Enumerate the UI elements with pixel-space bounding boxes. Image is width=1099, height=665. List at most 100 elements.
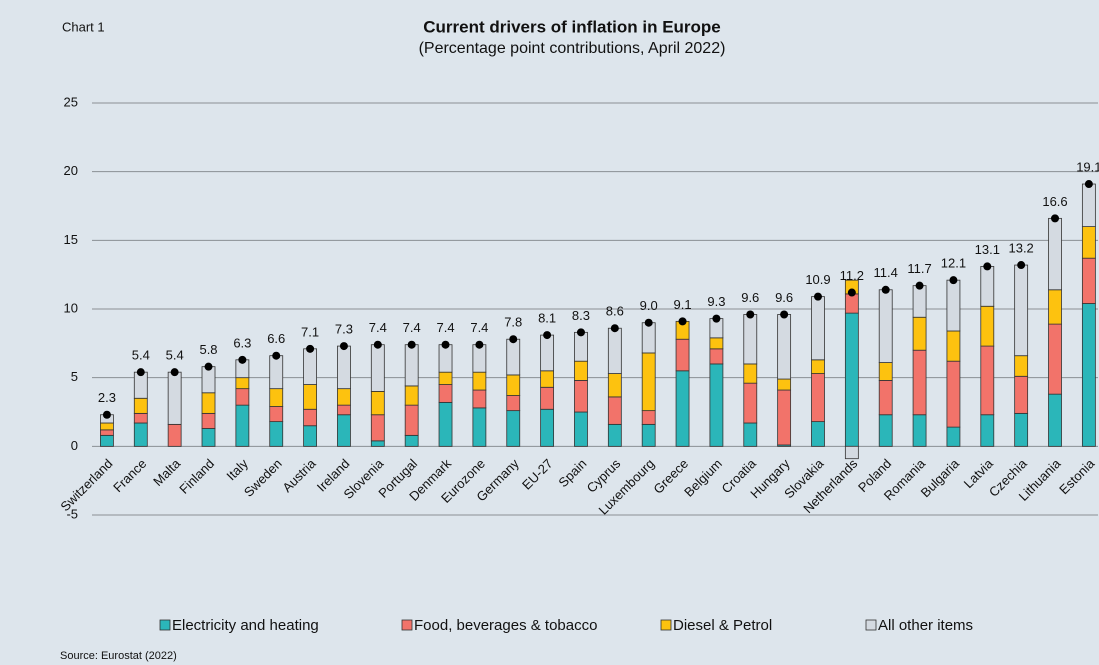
total-dot bbox=[339, 342, 348, 351]
bar-segment bbox=[1014, 412, 1029, 447]
bar-segment bbox=[878, 414, 893, 447]
total-dot bbox=[306, 344, 315, 353]
legend-swatch bbox=[865, 619, 877, 631]
bar-segment bbox=[472, 389, 487, 409]
bar-segment bbox=[506, 338, 521, 376]
y-tick-label: 10 bbox=[64, 300, 78, 315]
bar-segment bbox=[1048, 393, 1062, 447]
total-dot bbox=[475, 340, 484, 349]
bar-segment bbox=[1081, 303, 1096, 447]
bar-segment bbox=[506, 374, 521, 396]
total-dot bbox=[949, 276, 958, 285]
bar-segment bbox=[133, 422, 148, 447]
total-dot bbox=[678, 317, 687, 326]
bar-segment bbox=[844, 293, 859, 314]
bar-segment bbox=[980, 266, 995, 307]
bar-segment bbox=[709, 348, 724, 365]
total-label: 9.6 bbox=[775, 290, 793, 305]
bar-segment bbox=[777, 389, 792, 446]
bar-segment bbox=[607, 327, 622, 374]
bar-segment bbox=[404, 434, 419, 447]
bar-segment bbox=[269, 355, 284, 390]
bar-segment bbox=[404, 385, 419, 406]
total-dot bbox=[136, 368, 145, 377]
x-tick-label: Bulgaria bbox=[918, 455, 963, 500]
legend-swatch bbox=[660, 619, 672, 631]
bar-segment bbox=[303, 408, 317, 427]
y-tick-label: -5 bbox=[66, 506, 78, 521]
source: Source: Eurostat (2022) bbox=[60, 650, 177, 662]
total-label: 12.1 bbox=[941, 256, 966, 271]
bar-segment bbox=[675, 338, 690, 372]
bar-segment bbox=[438, 371, 453, 385]
x-tick-label: Sweden bbox=[241, 456, 285, 500]
bar-segment bbox=[709, 363, 724, 447]
total-dot bbox=[1017, 261, 1026, 270]
bar-segment bbox=[878, 362, 893, 381]
bar-segment bbox=[235, 404, 250, 447]
total-label: 9.0 bbox=[640, 298, 658, 313]
y-tick-label: 5 bbox=[71, 369, 78, 384]
bar-segment bbox=[201, 392, 216, 414]
bar-segment bbox=[370, 390, 385, 416]
total-label: 11.7 bbox=[907, 261, 931, 276]
bar-segment bbox=[980, 305, 995, 347]
total-dot bbox=[102, 410, 111, 419]
total-dot bbox=[780, 310, 789, 319]
bar-segment bbox=[675, 370, 690, 447]
total-dot bbox=[509, 335, 518, 344]
bar-segment bbox=[337, 414, 351, 447]
bar-segment bbox=[370, 344, 385, 392]
bar-segment bbox=[743, 363, 758, 384]
total-label: 5.4 bbox=[132, 348, 150, 363]
total-label: 13.1 bbox=[975, 242, 1000, 257]
total-label: 5.4 bbox=[166, 348, 184, 363]
x-tick-label: France bbox=[110, 456, 149, 495]
total-label: 8.6 bbox=[606, 304, 624, 319]
bar-segment bbox=[641, 352, 656, 412]
total-dot bbox=[407, 340, 416, 349]
total-dot bbox=[272, 351, 281, 360]
total-label: 7.4 bbox=[470, 320, 488, 335]
total-label: 10.9 bbox=[805, 272, 830, 287]
total-label: 7.4 bbox=[369, 320, 387, 335]
bar-segment bbox=[844, 312, 859, 447]
legend-label: Food, beverages & tobacco bbox=[414, 617, 597, 634]
chart-title: Current drivers of inflation in Europe bbox=[423, 17, 721, 36]
bar-segment bbox=[641, 410, 656, 425]
bar-segment bbox=[980, 414, 995, 447]
bar-segment bbox=[472, 344, 487, 373]
total-dot bbox=[712, 314, 721, 323]
bar-segment bbox=[235, 377, 250, 390]
bar-segment bbox=[438, 384, 453, 403]
bar-segment bbox=[1014, 264, 1029, 357]
bar-segment bbox=[743, 314, 758, 365]
total-dot bbox=[915, 281, 924, 290]
y-tick-label: 25 bbox=[64, 94, 78, 109]
bar-segment bbox=[540, 386, 555, 410]
bar-segment bbox=[303, 348, 317, 385]
total-dot bbox=[1084, 180, 1093, 189]
bar-segment bbox=[1081, 257, 1096, 304]
x-tick-label: Belgium bbox=[681, 456, 725, 500]
bar-segment bbox=[641, 322, 656, 354]
total-label: 13.2 bbox=[1008, 240, 1033, 255]
bar-segment bbox=[743, 422, 758, 447]
bar-segment bbox=[100, 422, 114, 431]
bar-segment bbox=[100, 429, 114, 436]
bar-segment bbox=[912, 285, 927, 318]
bar-segment bbox=[133, 412, 148, 424]
bar-segment bbox=[506, 395, 521, 412]
total-label: 2.3 bbox=[98, 390, 116, 405]
bar-segment bbox=[878, 380, 893, 416]
bar-segment bbox=[811, 296, 825, 361]
total-dot bbox=[746, 310, 755, 319]
total-label: 6.3 bbox=[233, 335, 251, 350]
x-tick-label: Italy bbox=[223, 456, 251, 484]
bar-segment bbox=[337, 388, 351, 406]
bar-segment bbox=[574, 331, 588, 362]
bar-segment bbox=[607, 373, 622, 398]
bar-segment bbox=[946, 426, 961, 447]
bar-segment bbox=[574, 380, 588, 413]
